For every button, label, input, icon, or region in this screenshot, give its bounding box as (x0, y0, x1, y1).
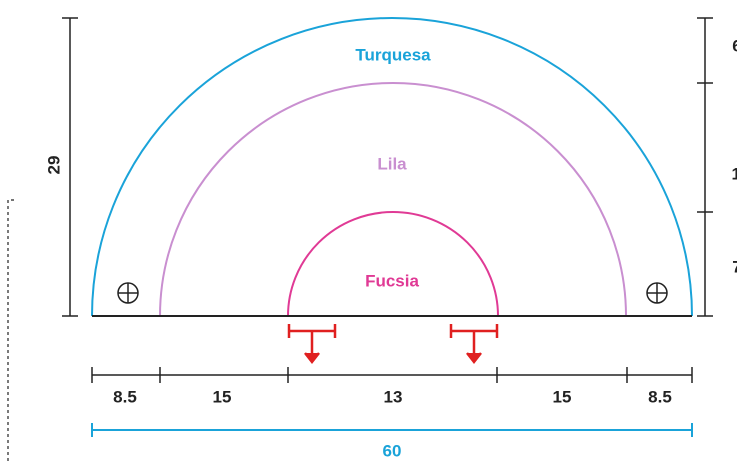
right-label: 6 (732, 36, 737, 55)
right-dimension (697, 17, 713, 317)
dashed-guide (7, 199, 14, 463)
segment-label: 13 (384, 387, 403, 406)
segment-label: 8.5 (113, 387, 137, 406)
left-dimension (62, 17, 78, 317)
label-turquesa: Turquesa (355, 45, 431, 64)
bottom-dimension (91, 367, 693, 383)
total-label: 60 (383, 441, 402, 460)
right-label: 13 (732, 164, 737, 183)
bolt-icons (117, 282, 668, 304)
label-lila: Lila (377, 154, 407, 173)
arc-fucsia (287, 211, 499, 317)
segment-label: 15 (213, 387, 232, 406)
arc-lila (159, 82, 627, 317)
arcs (91, 17, 693, 317)
segment-label: 15 (553, 387, 572, 406)
total-dimension (91, 423, 693, 437)
red-markers (287, 324, 499, 365)
right-label: 7 (732, 257, 737, 276)
segment-label: 8.5 (648, 387, 672, 406)
arc-turquesa (91, 17, 693, 317)
height-label: 29 (44, 156, 63, 175)
label-fucsia: Fucsia (365, 271, 419, 290)
